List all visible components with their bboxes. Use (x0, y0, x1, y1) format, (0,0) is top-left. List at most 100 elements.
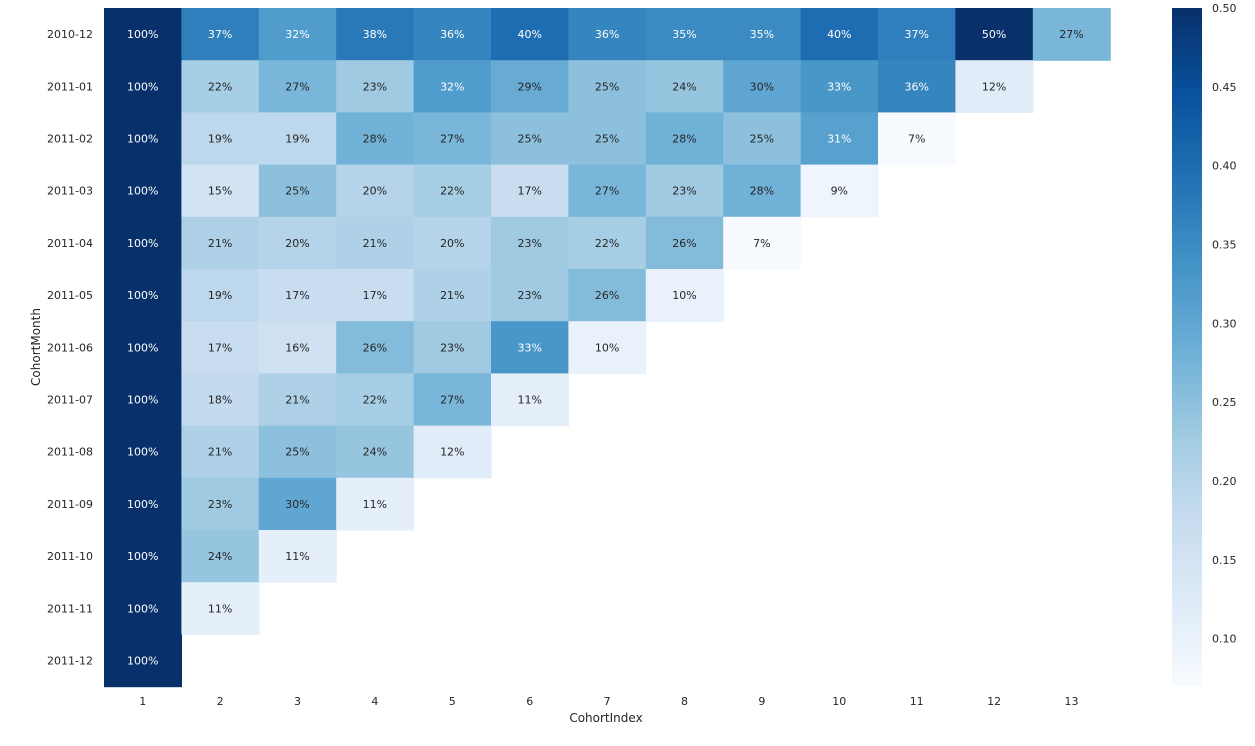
heatmap-cell-label: 27% (440, 394, 464, 407)
heatmap-cell-label: 23% (517, 237, 541, 250)
heatmap-cell-label: 21% (363, 237, 387, 250)
heatmap-cell-label: 24% (208, 550, 232, 563)
heatmap-cell-label: 31% (827, 133, 851, 146)
heatmap-cell-label: 33% (827, 80, 851, 93)
heatmap-cell (878, 112, 956, 166)
y-tick-label: 2011-03 (47, 185, 93, 198)
heatmap-cell-label: 40% (827, 28, 851, 41)
heatmap-cell-label: 25% (285, 446, 309, 459)
heatmap-cell (104, 582, 182, 635)
heatmap-cell-label: 23% (208, 498, 232, 511)
heatmap-cell-label: 12% (982, 80, 1006, 93)
heatmap-cell (491, 216, 569, 270)
heatmap-cell-label: 20% (363, 185, 387, 198)
heatmap-cell-label: 20% (440, 237, 464, 250)
heatmap-cell (258, 477, 337, 531)
colorbar-tick-label: 0.40 (1212, 160, 1237, 173)
colorbar-tick-label: 0.20 (1212, 475, 1237, 488)
heatmap-cell (645, 164, 724, 218)
heatmap-cell-label: 100% (127, 602, 158, 615)
heatmap-cell (723, 8, 802, 61)
heatmap-cell-label: 32% (285, 28, 309, 41)
heatmap-cell (104, 269, 182, 322)
x-tick-label: 8 (681, 695, 688, 708)
heatmap-cell (181, 216, 260, 270)
heatmap-cell (568, 112, 647, 166)
heatmap-cell (568, 269, 647, 322)
heatmap-cell (181, 8, 260, 61)
heatmap-cell-label: 36% (904, 80, 928, 93)
heatmap-cell-label: 23% (363, 80, 387, 93)
x-tick-label: 1 (139, 695, 146, 708)
heatmap-cell (878, 8, 956, 61)
heatmap-cell-label: 11% (363, 498, 387, 511)
heatmap-cell (413, 60, 492, 113)
heatmap-cell-label: 37% (904, 28, 928, 41)
heatmap-cell-label: 11% (285, 550, 309, 563)
heatmap-cell-label: 19% (208, 133, 232, 146)
heatmap-cell (413, 425, 492, 479)
x-axis-ticks: 1 2 3 4 5 6 7 8 9 10 11 12 13 (139, 695, 1078, 708)
heatmap-cell-label: 22% (363, 394, 387, 407)
heatmap-cell-label: 22% (595, 237, 619, 250)
heatmap-cell (413, 112, 492, 166)
heatmap-cell (955, 60, 1034, 113)
heatmap-cell-label: 17% (208, 341, 232, 354)
y-tick-label: 2011-12 (47, 655, 93, 668)
heatmap-cell (491, 164, 569, 218)
heatmap-cell (104, 112, 182, 166)
heatmap-cell-label: 27% (1059, 28, 1083, 41)
heatmap-cell (336, 112, 415, 166)
heatmap-cell-label: 9% (831, 185, 848, 198)
heatmap-cell-label: 12% (440, 446, 464, 459)
heatmap-cell (336, 164, 415, 218)
heatmap-cell-label: 100% (127, 498, 158, 511)
heatmap-cell-label: 100% (127, 80, 158, 93)
heatmap-cell (1032, 8, 1111, 61)
heatmap-cell-label: 17% (517, 185, 541, 198)
heatmap-cell (491, 112, 569, 166)
heatmap-cell-label: 21% (208, 446, 232, 459)
heatmap-cell-label: 40% (517, 28, 541, 41)
x-tick-label: 5 (449, 695, 456, 708)
heatmap-cell-label: 25% (750, 133, 774, 146)
heatmap-cell-label: 100% (127, 446, 158, 459)
heatmap-cell-label: 50% (982, 28, 1006, 41)
heatmap-cell (258, 425, 337, 479)
heatmap-cell-label: 37% (208, 28, 232, 41)
heatmap-cell-label: 100% (127, 289, 158, 302)
x-tick-label: 13 (1065, 695, 1079, 708)
heatmap-cell-label: 18% (208, 394, 232, 407)
heatmap-cell-label: 38% (363, 28, 387, 41)
y-tick-label: 2011-09 (47, 498, 93, 511)
heatmap-cell (645, 216, 724, 270)
colorbar-tick-label: 0.25 (1212, 396, 1237, 409)
y-axis-label: CohortMonth (29, 308, 43, 386)
y-tick-label: 2011-07 (47, 394, 93, 407)
x-tick-label: 10 (832, 695, 846, 708)
y-tick-label: 2011-06 (47, 341, 93, 354)
heatmap-cell (413, 373, 492, 427)
heatmap-cell-label: 28% (363, 133, 387, 146)
heatmap-cell (878, 60, 956, 113)
heatmap-cell-label: 100% (127, 28, 158, 41)
heatmap-cell (413, 321, 492, 374)
heatmap-cell-label: 21% (285, 394, 309, 407)
heatmap-cell (104, 530, 182, 583)
heatmap-cell-label: 26% (363, 341, 387, 354)
heatmap-cell-label: 10% (672, 289, 696, 302)
heatmap-cell (104, 634, 182, 688)
heatmap-cell (258, 164, 337, 218)
heatmap-cell (104, 8, 182, 61)
heatmap-cell (336, 321, 415, 374)
heatmap-cell (336, 269, 415, 322)
heatmap-cell (336, 60, 415, 113)
colorbar-tick-label: 0.45 (1212, 81, 1237, 94)
x-tick-label: 11 (910, 695, 924, 708)
heatmap-cell-label: 26% (595, 289, 619, 302)
heatmap-cell-label: 32% (440, 80, 464, 93)
heatmap-cell-label: 21% (208, 237, 232, 250)
y-tick-label: 2011-02 (47, 133, 93, 146)
y-tick-label: 2011-10 (47, 550, 93, 563)
heatmap-cell-label: 35% (672, 28, 696, 41)
